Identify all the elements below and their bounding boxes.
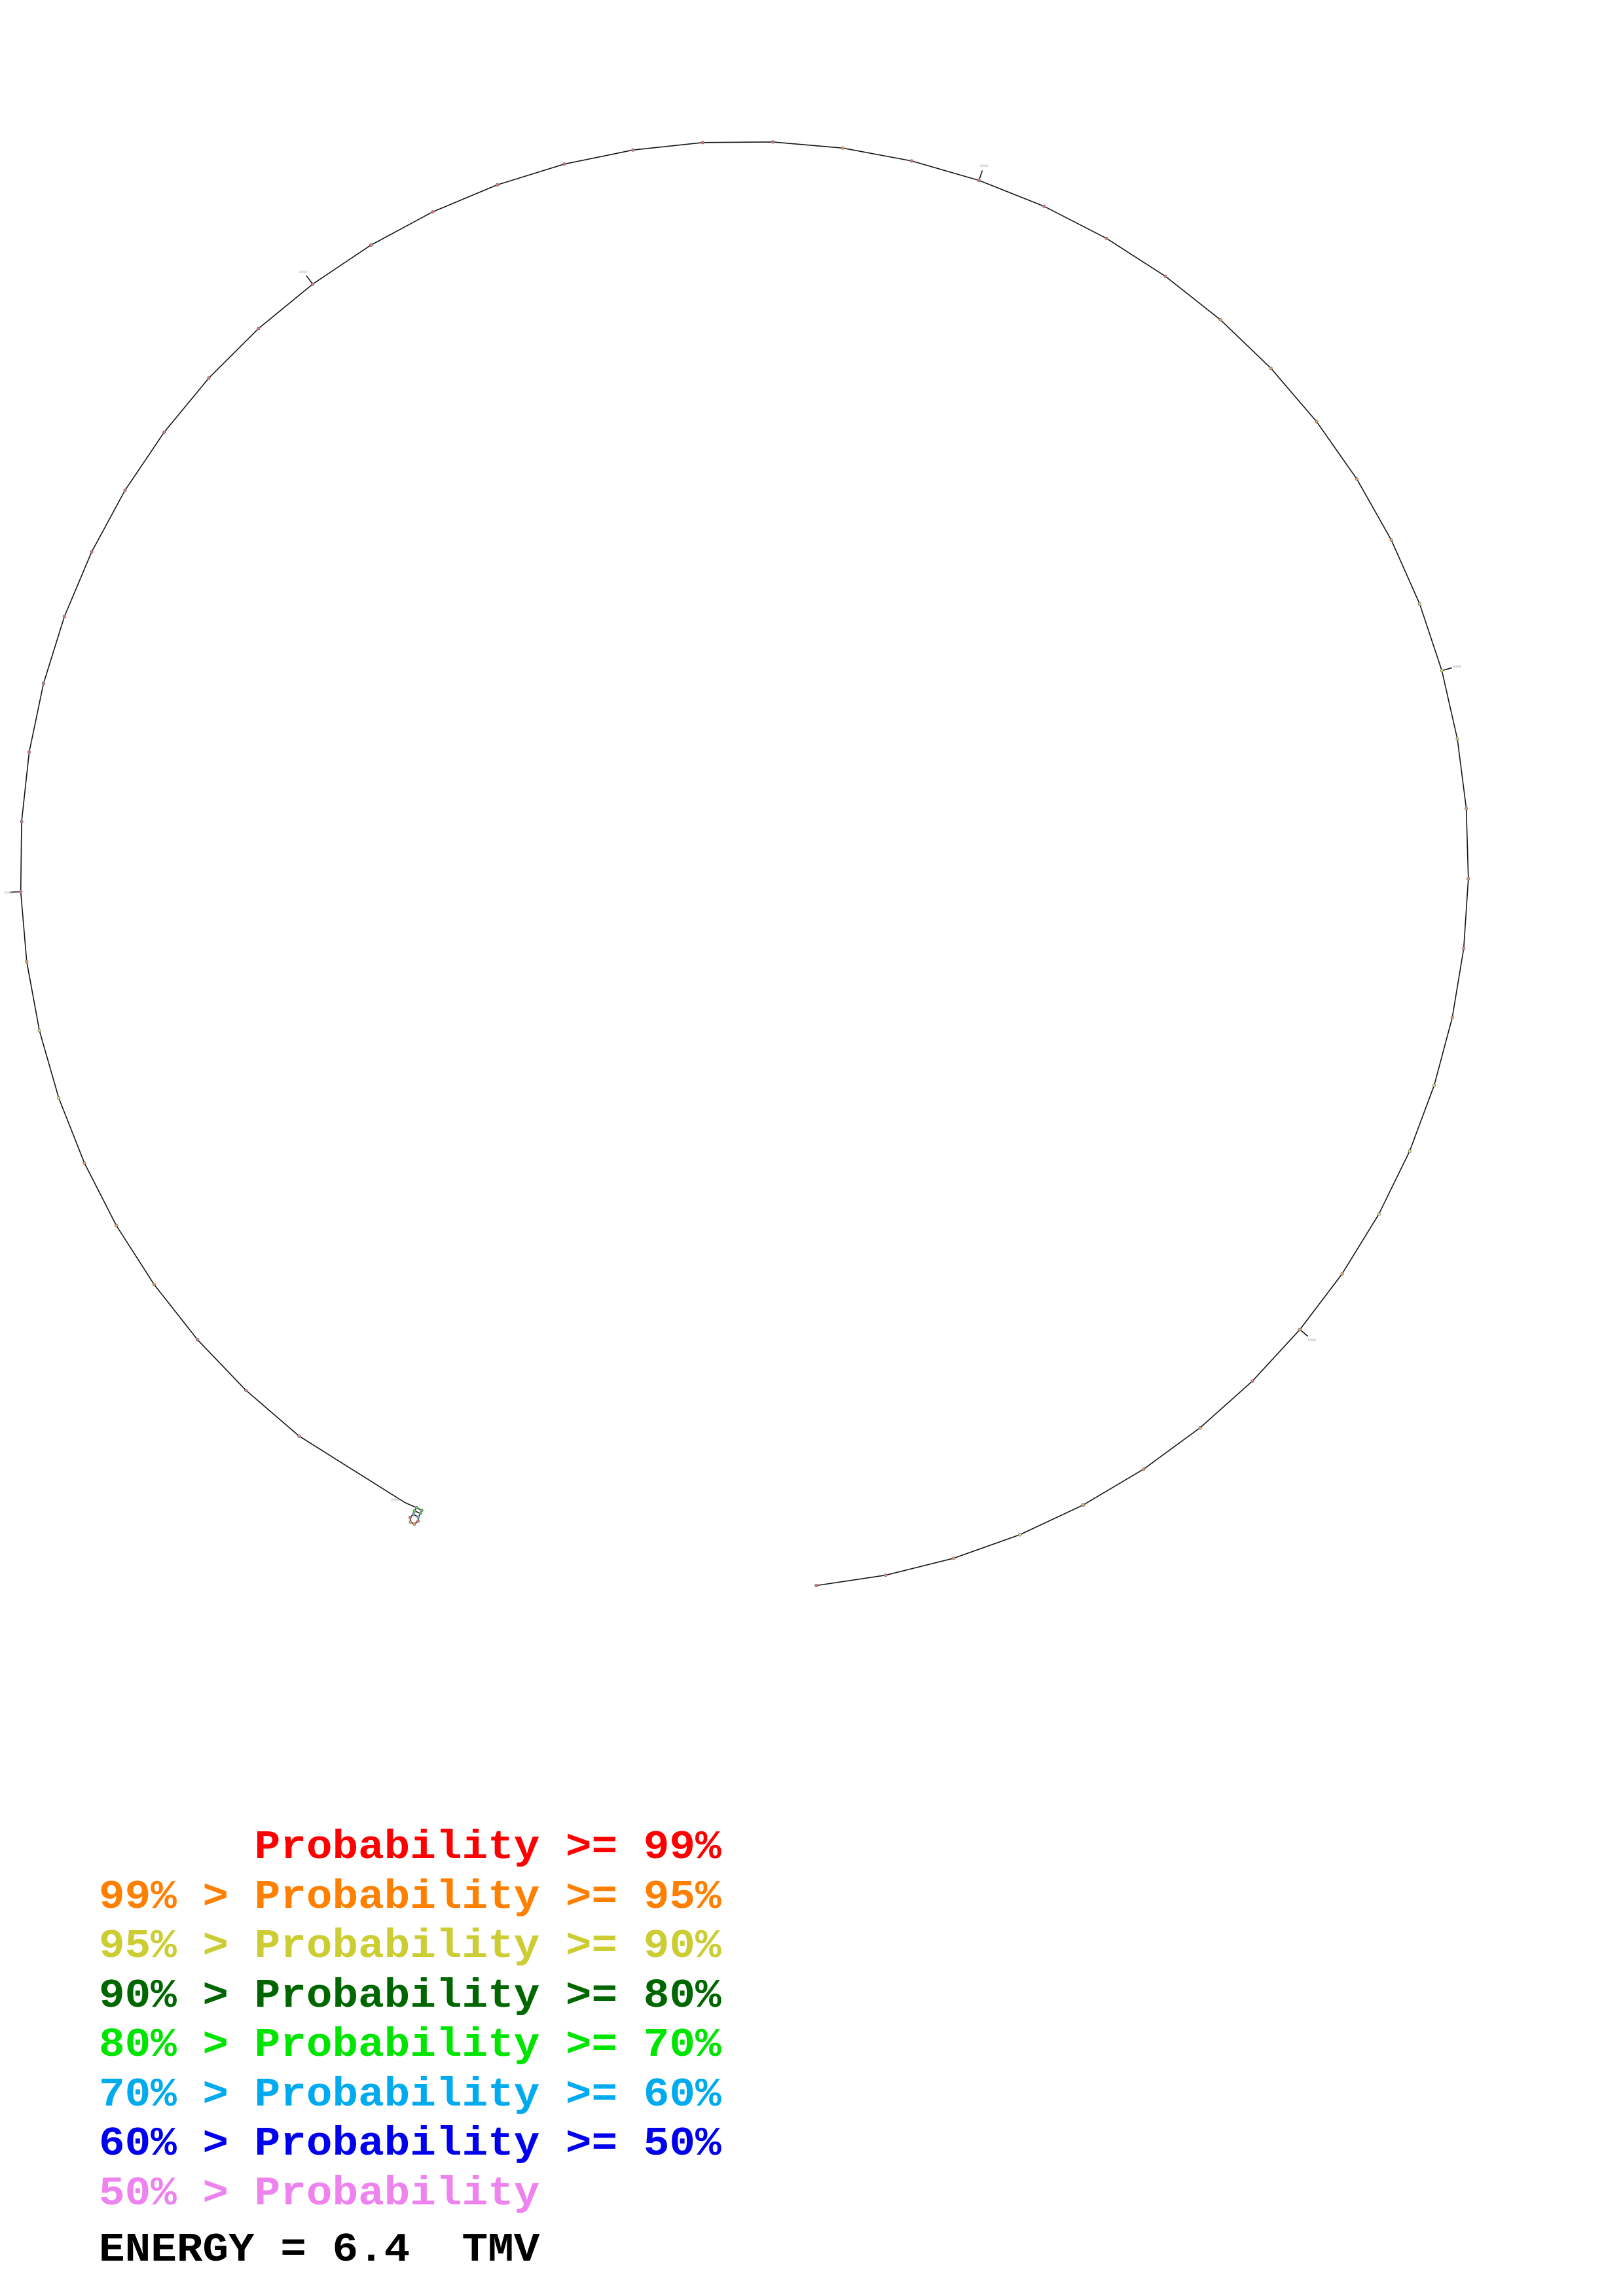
svg-text:1000: 1000 — [5, 890, 13, 895]
svg-text:5000: 5000 — [1307, 1338, 1316, 1342]
svg-text:6395: 6395 — [391, 1498, 399, 1502]
svg-text:3000: 3000 — [979, 164, 988, 168]
svg-text:4000: 4000 — [1453, 664, 1461, 669]
svg-text:2000: 2000 — [299, 270, 308, 274]
